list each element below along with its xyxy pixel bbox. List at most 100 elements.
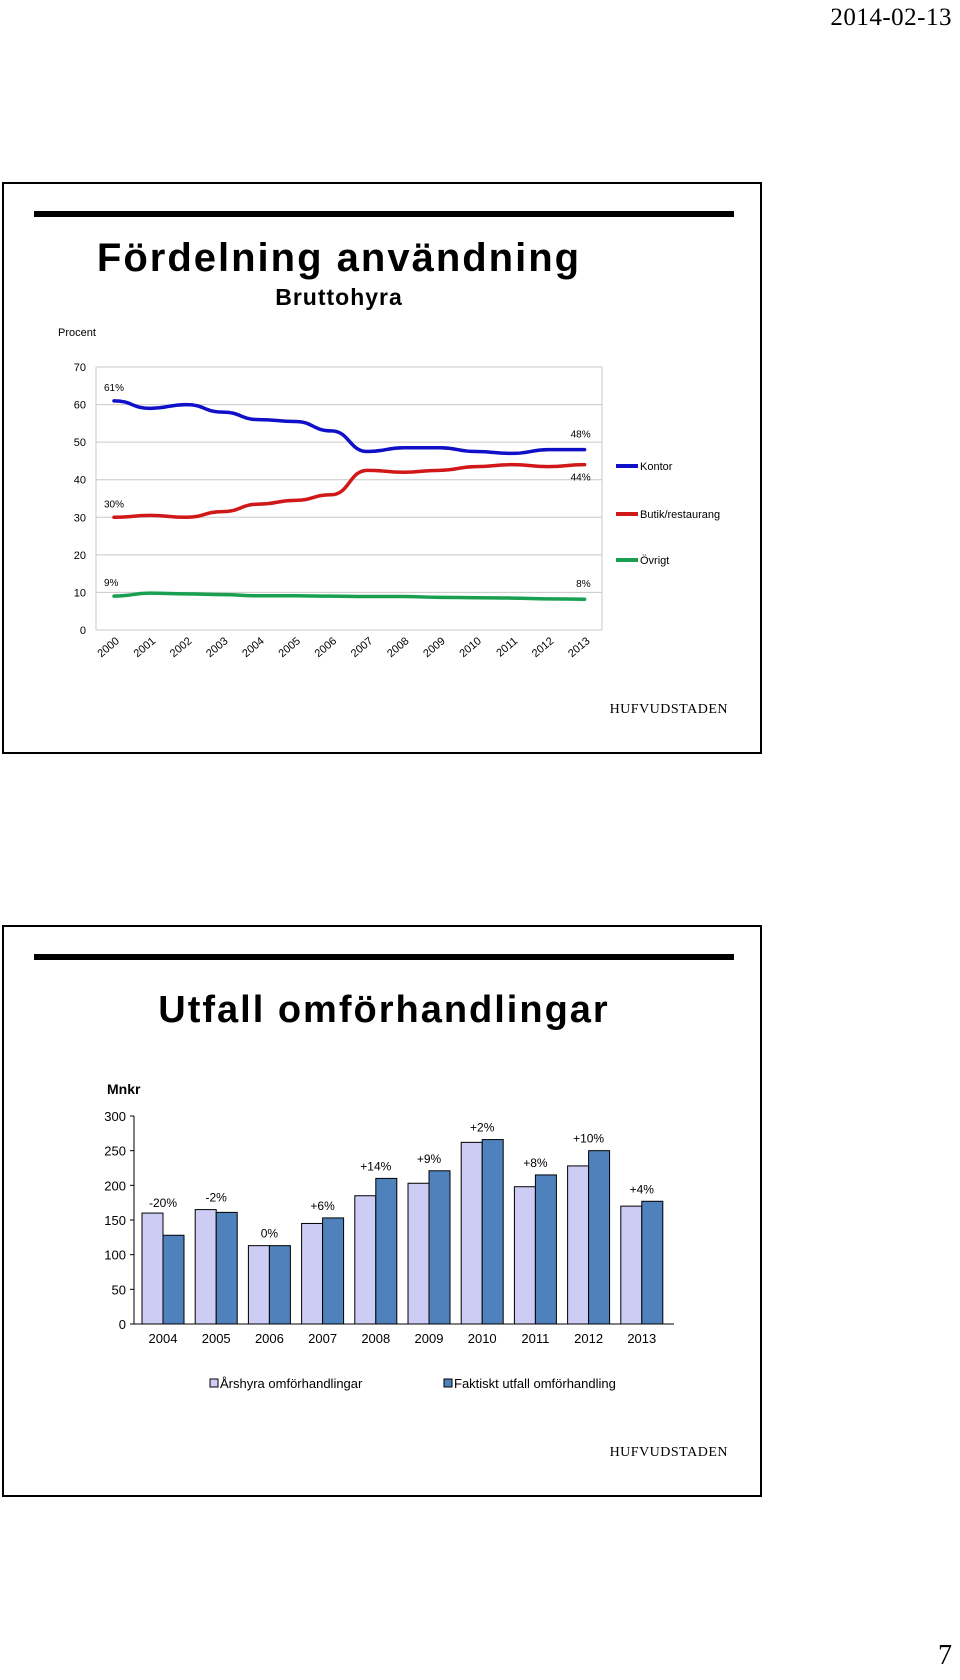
x-tick-label: 2005: [276, 635, 302, 660]
bar-change-label: -20%: [149, 1196, 177, 1210]
slide-subtitle: Bruttohyra: [275, 284, 403, 310]
bar-change-label: -2%: [206, 1191, 228, 1205]
series-line-3: [112, 591, 587, 601]
series-end-label: 8%: [576, 579, 591, 590]
series-end-label: 48%: [571, 430, 591, 441]
slide-top-bar: [34, 211, 734, 217]
bar-change-label: +2%: [470, 1121, 495, 1135]
bar-series-1: [460, 1141, 483, 1325]
series-line-1: [112, 399, 587, 456]
y-axis-label: Mnkr: [107, 1081, 141, 1097]
document-date: 2014-02-13: [830, 4, 952, 31]
series-line-2: [112, 462, 587, 520]
series-start-label: 30%: [104, 499, 124, 510]
bar-change-label: +4%: [630, 1182, 655, 1196]
x-tick-label: 2009: [421, 635, 447, 660]
legend-label: Butik/restaurang: [640, 509, 720, 521]
x-tick-label: 2008: [385, 635, 411, 660]
x-tick-label: 2006: [313, 635, 339, 660]
x-tick-label: 2004: [149, 1331, 178, 1346]
series-start-label: 9%: [104, 578, 119, 589]
bar-change-label: +6%: [310, 1199, 335, 1213]
x-tick-label: 2006: [255, 1331, 284, 1346]
x-tick-label: 2005: [202, 1331, 231, 1346]
bar-series-1: [194, 1209, 217, 1325]
y-tick-label: 100: [104, 1248, 126, 1263]
x-tick-label: 2009: [415, 1331, 444, 1346]
x-tick-label: 2010: [457, 635, 483, 660]
y-tick-label: 0: [119, 1317, 126, 1332]
bar-chart: 0 50 100 150 200 250 300 Mnkr 2004 -20% 2005 -2% 200…: [104, 1081, 674, 1391]
bar-change-label: 0%: [261, 1227, 279, 1241]
slide-distribution: Fördelning användning Bruttohyra 0 10 20 30…: [2, 182, 762, 754]
slide-renegotiation: Utfall omförhandlingar 0 50 100 150 200 250 30…: [2, 925, 762, 1497]
bar-series-1: [567, 1165, 590, 1325]
x-tick-label: 2000: [95, 635, 121, 660]
bar-series-1: [407, 1182, 430, 1325]
y-tick-label: 40: [74, 475, 86, 487]
slide-title: Utfall omförhandlingar: [158, 989, 610, 1031]
slide-top-bar: [34, 954, 734, 960]
page-number: 7: [938, 1640, 952, 1671]
legend-label: Faktiskt utfall omförhandling: [454, 1376, 616, 1391]
x-tick-label: 2013: [566, 635, 592, 660]
y-tick-label: 200: [104, 1178, 126, 1193]
y-tick-label: 300: [104, 1109, 126, 1124]
bar-series-1: [141, 1212, 164, 1325]
series-end-label: 44%: [571, 473, 591, 484]
y-tick-label: 250: [104, 1144, 126, 1159]
company-logo: HUFVUDSTADEN: [609, 1445, 728, 1460]
slide-title: Fördelning användning: [96, 236, 582, 280]
bar-series-2: [641, 1200, 664, 1325]
bar-series-2: [268, 1245, 291, 1325]
y-tick-label: 60: [74, 400, 86, 412]
bar-series-2: [375, 1177, 398, 1325]
y-tick-label: 50: [74, 437, 86, 449]
bar-series-2: [588, 1150, 611, 1325]
bar-change-label: +8%: [523, 1156, 548, 1170]
bar-series-2: [534, 1174, 557, 1325]
x-tick-label: 2010: [468, 1331, 497, 1346]
x-tick-label: 2001: [132, 635, 158, 660]
series-start-label: 61%: [104, 383, 124, 394]
x-tick-label: 2007: [308, 1331, 337, 1346]
x-tick-label: 2011: [521, 1331, 549, 1346]
y-tick-label: 150: [104, 1213, 126, 1228]
legend-swatch: [209, 1378, 219, 1388]
x-tick-label: 2007: [349, 635, 375, 660]
y-axis-label: Procent: [58, 327, 96, 339]
bar-series-2: [428, 1170, 451, 1325]
x-tick-label: 2012: [530, 635, 556, 660]
y-tick-label: 50: [112, 1282, 126, 1297]
bar-change-label: +10%: [573, 1132, 604, 1146]
legend-label: Årshyra omförhandlingar: [220, 1376, 363, 1391]
y-tick-label: 0: [80, 625, 86, 637]
x-tick-label: 2013: [627, 1331, 656, 1346]
y-tick-label: 10: [74, 587, 86, 599]
bar-change-label: +9%: [417, 1152, 442, 1166]
bar-series-2: [215, 1211, 238, 1325]
bar-series-1: [247, 1245, 270, 1325]
bar-series-2: [481, 1139, 504, 1325]
bar-series-1: [620, 1205, 643, 1325]
x-tick-label: 2003: [204, 635, 230, 660]
legend-swatch: [443, 1378, 453, 1388]
bar-change-label: +14%: [360, 1159, 391, 1173]
x-tick-label: 2004: [240, 635, 266, 660]
y-tick-label: 70: [74, 362, 86, 374]
x-tick-label: 2012: [574, 1331, 603, 1346]
line-chart: 0 10 20 30 40 50 60 70 Procent 2000 2001 2002 2003 20…: [58, 327, 720, 660]
legend-label: Kontor: [640, 461, 673, 473]
bar-series-1: [513, 1186, 536, 1325]
bar-series-2: [162, 1234, 185, 1325]
legend-label: Övrigt: [640, 555, 669, 567]
bar-series-1: [301, 1222, 324, 1325]
x-tick-label: 2002: [168, 635, 194, 660]
bar-series-1: [354, 1195, 377, 1325]
y-tick-label: 30: [74, 512, 86, 524]
company-logo: HUFVUDSTADEN: [609, 702, 728, 717]
x-tick-label: 2011: [494, 635, 520, 659]
y-tick-label: 20: [74, 550, 86, 562]
x-tick-label: 2008: [361, 1331, 390, 1346]
bar-series-2: [322, 1217, 345, 1325]
